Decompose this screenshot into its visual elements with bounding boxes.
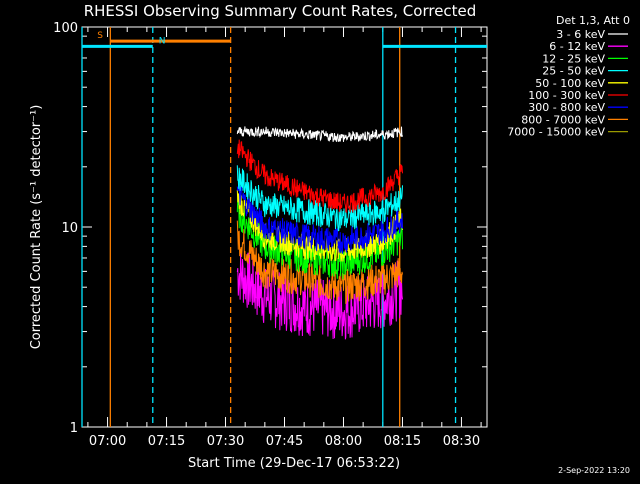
x-tick-label: 07:45 — [266, 434, 303, 449]
x-axis-label: Start Time (29-Dec-17 06:53:22) — [188, 456, 400, 471]
legend-label: 12 - 25 keV — [542, 52, 605, 65]
legend-label: 3 - 6 keV — [556, 28, 605, 41]
flag-label: N — [159, 36, 166, 46]
timestamp: 2-Sep-2022 13:20 — [558, 466, 630, 475]
y-tick-label: 100 — [53, 21, 78, 36]
x-tick-label: 08:15 — [384, 434, 421, 449]
x-tick-label: 08:00 — [325, 434, 362, 449]
series-line — [236, 126, 403, 142]
legend-title: Det 1,3, Att 0 — [556, 14, 630, 27]
legend-label: 300 - 800 keV — [528, 101, 605, 114]
y-axis-label: Corrected Count Rate (s⁻¹ detector⁻¹) — [29, 105, 44, 350]
x-tick-label: 07:30 — [207, 434, 244, 449]
legend-label: 6 - 12 keV — [549, 40, 605, 53]
series-line — [236, 165, 403, 232]
flag-label: S — [97, 31, 103, 41]
legend-label: 50 - 100 keV — [535, 77, 605, 90]
x-tick-label: 07:15 — [148, 434, 185, 449]
legend-label: 7000 - 15000 keV — [507, 126, 605, 139]
series-line — [236, 139, 403, 214]
legend-label: 25 - 50 keV — [542, 65, 605, 78]
y-tick-label: 10 — [61, 221, 78, 236]
legend-label: 100 - 300 keV — [528, 89, 605, 102]
series-line — [236, 189, 403, 262]
y-tick-label: 1 — [70, 421, 78, 436]
chart-title: RHESSI Observing Summary Count Rates, Co… — [84, 2, 477, 20]
legend-label: 800 - 7000 keV — [521, 113, 605, 126]
x-tick-label: 07:00 — [89, 434, 126, 449]
series-line — [236, 183, 403, 254]
x-tick-label: 08:30 — [443, 434, 480, 449]
